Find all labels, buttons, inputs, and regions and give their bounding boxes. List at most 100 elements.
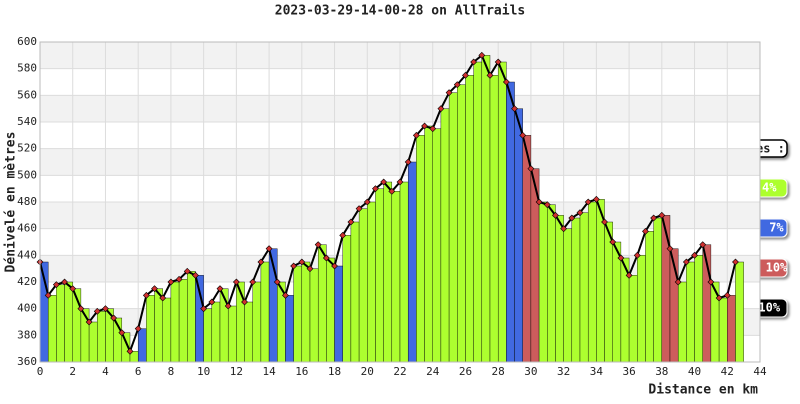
- bar: [293, 265, 303, 363]
- bar: [47, 295, 57, 363]
- point-marker: [429, 125, 437, 133]
- y-tick-label: 500: [17, 168, 37, 181]
- bar: [187, 271, 196, 363]
- point-marker: [151, 285, 158, 293]
- point-marker: [118, 329, 126, 337]
- point-marker: [282, 291, 289, 299]
- bar: [735, 261, 744, 363]
- point-marker: [85, 318, 93, 326]
- point-marker: [470, 58, 478, 66]
- bar: [416, 135, 425, 363]
- point-marker: [625, 271, 633, 279]
- bar: [645, 231, 654, 363]
- point-marker: [331, 262, 338, 270]
- point-marker: [192, 271, 199, 279]
- y-tick-label: 460: [17, 222, 37, 235]
- x-tick-label: 26: [459, 365, 472, 378]
- y-tick-label: 520: [17, 142, 37, 155]
- point-marker: [44, 291, 52, 299]
- bar: [686, 261, 695, 363]
- bar: [301, 261, 311, 363]
- point-marker: [699, 241, 707, 249]
- bar: [563, 228, 573, 363]
- bar: [727, 295, 736, 363]
- bar: [252, 281, 262, 363]
- bar: [342, 235, 352, 363]
- point-marker: [552, 211, 559, 219]
- y-tick-label: 420: [17, 275, 37, 288]
- bar: [244, 301, 253, 363]
- point-marker: [265, 245, 273, 253]
- bar: [547, 204, 556, 363]
- x-tick-label: 10: [197, 365, 210, 378]
- bar: [317, 244, 327, 363]
- bar: [677, 281, 687, 363]
- point-marker: [232, 278, 240, 286]
- point-marker: [723, 291, 731, 299]
- bar: [399, 181, 409, 363]
- y-tick-label: 600: [17, 35, 37, 48]
- point-marker: [347, 218, 355, 226]
- point-marker: [568, 214, 576, 222]
- point-marker: [650, 214, 658, 222]
- bar: [358, 208, 368, 363]
- x-tick-label: 40: [688, 365, 701, 378]
- point-marker: [126, 347, 134, 355]
- point-marker: [69, 285, 77, 293]
- bar: [178, 279, 188, 363]
- bar: [555, 215, 564, 363]
- y-tick-label: 480: [17, 195, 37, 208]
- point-marker: [511, 105, 518, 113]
- x-tick-label: 6: [135, 365, 142, 378]
- point-marker: [478, 51, 486, 59]
- point-marker: [208, 298, 216, 306]
- bar: [64, 281, 73, 363]
- point-marker: [110, 314, 118, 322]
- bar: [170, 281, 180, 363]
- point-marker: [707, 278, 715, 286]
- point-marker: [560, 225, 568, 233]
- point-marker: [224, 302, 232, 310]
- point-marker: [462, 71, 469, 79]
- bar: [628, 275, 638, 363]
- bar: [571, 217, 581, 363]
- bar: [260, 261, 270, 363]
- bar: [375, 188, 384, 363]
- point-marker: [674, 278, 682, 286]
- x-tick-label: 32: [557, 365, 570, 378]
- x-tick-label: 2: [69, 365, 76, 378]
- point-marker: [314, 241, 322, 249]
- bar: [465, 75, 474, 363]
- y-tick-label: 580: [17, 62, 37, 75]
- x-tick-label: 42: [721, 365, 734, 378]
- y-axis-label: Dénivelé en mètres: [4, 132, 19, 273]
- bar: [391, 191, 401, 363]
- x-tick-label: 18: [328, 365, 341, 378]
- x-tick-label: 22: [393, 365, 406, 378]
- y-tick-label: 440: [17, 248, 37, 261]
- bar: [285, 295, 294, 363]
- point-marker: [102, 305, 109, 313]
- point-marker: [257, 258, 265, 266]
- bar: [432, 128, 442, 363]
- point-marker: [200, 305, 208, 313]
- bar: [203, 308, 213, 363]
- bar: [56, 284, 65, 363]
- bar: [653, 217, 663, 363]
- bar: [137, 328, 147, 363]
- point-marker: [372, 185, 379, 193]
- point-marker: [617, 254, 625, 262]
- point-marker: [216, 285, 224, 293]
- point-marker: [592, 195, 600, 203]
- x-tick-label: 4: [102, 365, 109, 378]
- bar: [497, 61, 507, 363]
- bar: [350, 221, 360, 363]
- point-marker: [535, 198, 543, 206]
- x-tick-label: 38: [655, 365, 668, 378]
- point-marker: [609, 238, 617, 246]
- point-marker: [527, 165, 535, 173]
- point-marker: [601, 218, 608, 226]
- point-marker: [715, 294, 723, 302]
- point-marker: [322, 254, 330, 262]
